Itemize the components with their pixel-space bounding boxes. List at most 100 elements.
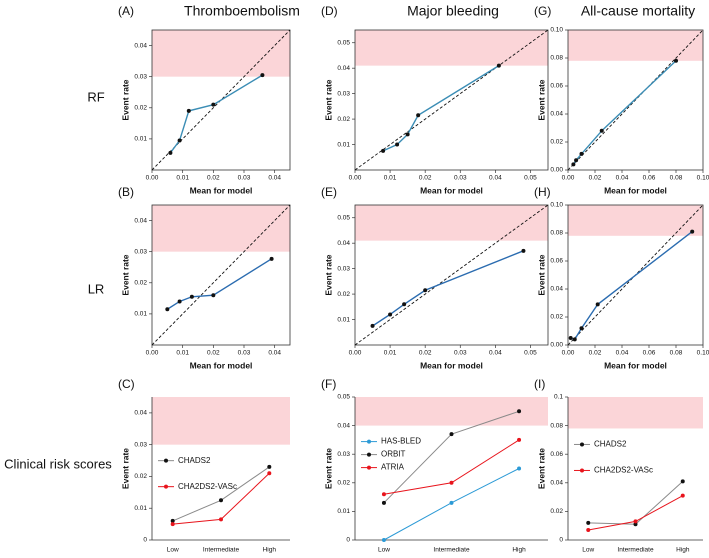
x-tick-label: 0.05 [524, 350, 537, 357]
y-tick-label: 0.01 [134, 311, 147, 318]
y-tick-label: 0.00 [550, 167, 563, 174]
x-tick-label: 0.06 [643, 350, 656, 357]
y-tick-label: 0.02 [337, 480, 350, 487]
panel-label: (C) [118, 377, 135, 391]
x-tick-label: High [676, 547, 690, 554]
data-point [586, 520, 591, 525]
x-tick-label: 0.00 [562, 175, 575, 182]
legend-label: HAS-BLED [381, 437, 421, 446]
data-point [402, 302, 407, 307]
legend-marker [367, 439, 371, 444]
x-tick-label: 0.10 [697, 175, 709, 182]
x-tick-label: 0.10 [697, 350, 709, 357]
x-tick-label: 0.08 [670, 350, 683, 357]
data-point [267, 471, 272, 476]
x-tick-label: 0.04 [268, 175, 281, 182]
y-tick-label: 0.02 [134, 473, 147, 480]
data-point [517, 466, 522, 471]
data-point [211, 102, 216, 107]
y-tick-label: 0.04 [550, 480, 563, 487]
plot-frame [354, 29, 549, 171]
y-tick-label: 0.08 [550, 422, 563, 429]
data-point [599, 128, 604, 133]
x-tick-label: High [263, 547, 277, 554]
x-axis-label: Mean for model [190, 185, 253, 195]
data-point [680, 493, 685, 498]
data-point [574, 158, 579, 163]
data-point [572, 337, 577, 342]
column-title: Major bleeding [407, 3, 499, 19]
column-title: Thromboembolism [184, 3, 300, 19]
x-tick-label: 0.00 [146, 350, 159, 357]
data-point [168, 150, 173, 155]
data-point [586, 527, 591, 532]
y-axis-label: Event rate [323, 79, 333, 120]
calibration-line [572, 60, 677, 165]
x-tick-label: 0.01 [176, 175, 189, 182]
data-point [496, 63, 501, 68]
y-tick-label: 0.02 [550, 139, 563, 146]
x-tick-label: 0.06 [643, 175, 656, 182]
legend-label: CHADS2 [178, 456, 211, 465]
y-tick-label: 0.04 [134, 410, 147, 417]
data-point [370, 323, 375, 328]
y-tick-label: 0.04 [134, 42, 147, 49]
data-point [517, 409, 522, 414]
y-tick-label: 0.05 [337, 39, 350, 46]
legend-label: CHA2DS2-VASc [178, 482, 237, 491]
plot-frame [354, 204, 549, 346]
legend-marker [164, 484, 168, 489]
panel-label: (G) [534, 4, 551, 18]
series-line [172, 466, 270, 522]
x-tick-label: 0.02 [419, 350, 432, 357]
data-point [416, 113, 421, 118]
column-title: All-cause mortality [581, 3, 695, 19]
shaded-band [152, 205, 290, 252]
x-tick-label: High [512, 547, 526, 554]
panel-label: (I) [534, 377, 545, 391]
data-point [571, 162, 576, 167]
y-tick-label: 0.04 [337, 65, 350, 72]
shaded-band [568, 397, 703, 429]
panel-label: (F) [321, 377, 336, 391]
data-point [381, 148, 386, 153]
legend-label: CHADS2 [594, 440, 627, 449]
calibration-line [372, 250, 524, 327]
data-point [595, 302, 600, 307]
data-point [674, 58, 678, 63]
y-axis-label: Event rate [536, 254, 546, 295]
y-tick-label: 0.06 [550, 83, 563, 90]
shaded-band [568, 205, 703, 236]
shaded-band [355, 205, 548, 241]
x-tick-label: 0.02 [419, 175, 432, 182]
y-tick-label: 0.03 [134, 73, 147, 80]
x-axis-label: Mean for model [604, 360, 667, 370]
x-tick-label: 0.02 [207, 350, 220, 357]
y-tick-label: 0.02 [550, 314, 563, 321]
x-tick-label: 0.01 [176, 350, 189, 357]
y-tick-label: 0.02 [134, 279, 147, 286]
y-tick-label: 0 [559, 537, 563, 544]
x-tick-label: 0.05 [524, 175, 537, 182]
y-tick-label: 0.00 [550, 342, 563, 349]
y-tick-label: 0.02 [337, 116, 350, 123]
x-tick-label: 0.03 [454, 350, 467, 357]
legend-marker [580, 442, 584, 447]
y-tick-label: 0 [346, 537, 350, 544]
data-point [579, 151, 584, 156]
plot-frame [567, 29, 704, 171]
y-tick-label: 0.02 [337, 291, 350, 298]
x-tick-label: 0.02 [589, 350, 602, 357]
y-tick-label: 0.04 [550, 286, 563, 293]
x-tick-label: 0.00 [349, 175, 362, 182]
y-tick-label: 0.10 [550, 202, 563, 209]
y-tick-label: 0.04 [550, 111, 563, 118]
x-tick-label: 0.03 [238, 175, 251, 182]
x-tick-label: Intermediate [617, 547, 654, 554]
panel-label: (A) [118, 4, 134, 18]
x-tick-label: 0.00 [146, 175, 159, 182]
data-point [165, 307, 170, 312]
data-point [388, 312, 393, 317]
x-tick-label: Intermediate [203, 547, 240, 554]
